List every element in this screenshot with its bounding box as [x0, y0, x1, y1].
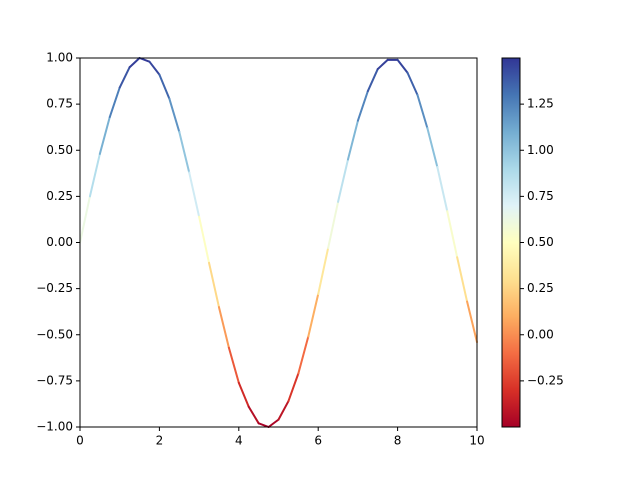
line-segment [88, 152, 101, 198]
line-segment [436, 165, 449, 213]
y-tick-label: −0.50 [36, 327, 73, 341]
line-segment [366, 68, 379, 93]
line-segment [208, 261, 220, 309]
colorbar-tick-label: 0.00 [527, 327, 554, 341]
y-tick-label: 0.00 [46, 235, 73, 249]
line-segment [446, 210, 459, 259]
line-segment [356, 90, 369, 122]
y-tick-label: −0.75 [36, 373, 73, 387]
line-segment [98, 116, 111, 155]
line-segment [346, 119, 359, 161]
line-segment [396, 58, 409, 74]
colorbar-tick-label: 0.25 [527, 281, 554, 295]
colorbar-tick-label: 1.00 [527, 143, 554, 157]
x-tick-label: 0 [76, 434, 84, 448]
line-segment [287, 372, 300, 403]
line-segment [297, 335, 310, 375]
colorbar [501, 57, 521, 428]
colorbar-tick-label: −0.25 [527, 373, 564, 387]
line-segment [158, 73, 171, 100]
line-segment [307, 293, 320, 338]
line-segment [79, 195, 91, 244]
x-tick-label: 4 [235, 434, 243, 448]
line-segment [118, 66, 131, 89]
line-segment [267, 418, 280, 428]
line-segment [406, 71, 419, 96]
line-segment [227, 346, 240, 384]
colorbar-tick-label: 0.75 [527, 189, 554, 203]
colorbar-tick-label: 0.50 [527, 235, 554, 249]
line-segment [466, 300, 478, 344]
line-segment [198, 215, 211, 264]
line-segment [317, 247, 330, 296]
x-tick-label: 10 [469, 434, 484, 448]
line-segment [376, 58, 389, 71]
y-tick-label: 0.25 [46, 189, 73, 203]
x-tick-label: 2 [156, 434, 164, 448]
line-segment [426, 127, 439, 168]
line-segment [337, 158, 349, 203]
line-segment [168, 97, 181, 133]
line-segment [108, 86, 121, 119]
line-segment [257, 422, 270, 428]
y-tick-label: 0.50 [46, 143, 73, 157]
line-segment [327, 200, 340, 250]
line-segment [456, 256, 469, 303]
y-tick-label: 1.00 [46, 51, 73, 65]
x-tick-label: 6 [314, 434, 322, 448]
line-segment [237, 381, 250, 408]
line-segment [178, 130, 191, 174]
line-segment [188, 171, 201, 218]
line-segment [247, 405, 260, 425]
colorbar-tick-label: 1.25 [527, 97, 554, 111]
line-segment [148, 60, 161, 76]
line-segment [217, 306, 230, 349]
line-segment [416, 93, 429, 130]
line-segment [138, 57, 151, 63]
line-segment [128, 57, 141, 69]
y-tick-label: −1.00 [36, 420, 73, 434]
line-segment [277, 400, 290, 421]
plot-frame [79, 57, 478, 428]
y-tick-label: 0.75 [46, 97, 73, 111]
x-tick-label: 8 [394, 434, 402, 448]
y-tick-label: −0.25 [36, 281, 73, 295]
